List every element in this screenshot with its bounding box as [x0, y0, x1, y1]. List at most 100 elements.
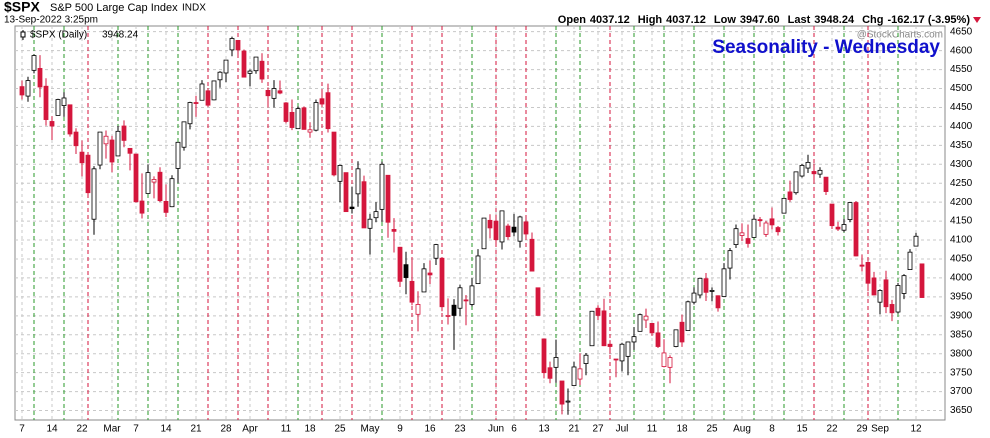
change-arrow [973, 17, 981, 23]
legend-label: $SPX (Daily) [30, 30, 87, 41]
x-tick-label: 13 [538, 424, 550, 435]
candle-body [271, 88, 277, 99]
quote-value: 4037.12 [590, 14, 630, 26]
candle-body [853, 202, 859, 257]
candle-body [457, 287, 463, 309]
candle-body [667, 357, 673, 368]
candle-body [487, 219, 493, 229]
candle-body [601, 310, 607, 347]
candle-body [385, 174, 391, 223]
candle-body [553, 357, 559, 368]
quote-value: 3948.24 [814, 14, 855, 26]
y-tick-label: 3850 [950, 329, 973, 340]
candle-body [295, 108, 301, 130]
candle-body [445, 315, 451, 317]
y-tick-label: 4500 [950, 83, 973, 94]
candle-body [163, 201, 169, 213]
candle-body [37, 68, 43, 88]
legend: $SPX (Daily) 3948.24 [20, 30, 139, 41]
y-tick-label: 4400 [950, 121, 973, 132]
candle-body [193, 102, 199, 104]
x-tick-label: 9 [397, 424, 403, 435]
candle-body [577, 368, 583, 380]
candle-body [337, 165, 343, 182]
candle-body [403, 264, 409, 278]
candle-body [517, 216, 523, 242]
x-tick-label: Apr [242, 424, 258, 435]
y-tick-label: 3800 [950, 348, 973, 359]
candle-body [685, 301, 691, 331]
x-tick-label: 12 [910, 424, 922, 435]
candle-body [103, 135, 109, 145]
candle-body [637, 314, 643, 332]
candle-body [367, 218, 373, 229]
candle-body [73, 131, 79, 147]
candle-body [61, 97, 67, 106]
candle-body [799, 165, 805, 177]
candle-body [583, 354, 589, 364]
candle-body [757, 219, 763, 221]
candle-body [205, 90, 211, 106]
candle-body [481, 217, 487, 250]
candle-body [763, 222, 769, 235]
y-tick-label: 4250 [950, 178, 973, 189]
candle-body [841, 224, 847, 231]
quote-label: Chg [862, 14, 883, 26]
candle-body [847, 202, 853, 220]
candle-body [169, 178, 175, 208]
y-tick-label: 4350 [950, 140, 973, 151]
x-tick-label: 29 [856, 424, 868, 435]
x-tick-label: 25 [334, 424, 346, 435]
candle-body [289, 111, 295, 128]
candle-body [475, 255, 481, 285]
candle-body [871, 277, 877, 296]
y-tick-label: 3950 [950, 292, 973, 303]
candle-body [331, 131, 337, 176]
candle-body [619, 343, 625, 362]
x-tick-label: 7 [19, 424, 25, 435]
y-tick-label: 4000 [950, 273, 973, 284]
candle-body [415, 304, 421, 315]
quote-label: Open [558, 14, 586, 26]
candle-body [715, 295, 721, 309]
candle-body [133, 153, 139, 203]
candle-body [535, 287, 541, 316]
candle-body [265, 90, 271, 97]
x-tick-label: 22 [76, 424, 88, 435]
candle-body [373, 211, 379, 219]
candle-body [613, 358, 619, 361]
candle-body [775, 227, 781, 233]
candle-body [79, 151, 85, 164]
x-tick-label: 11 [647, 424, 658, 435]
candles [19, 36, 925, 415]
candle-body [865, 261, 871, 284]
quote-label: Last [788, 14, 811, 26]
quote-label: Low [714, 14, 736, 26]
candle-body [655, 332, 661, 347]
candle-body [745, 238, 751, 244]
candle-body [703, 278, 709, 293]
x-tick-label: May [361, 424, 380, 435]
candle-body [223, 59, 229, 74]
candle-body [919, 263, 925, 298]
x-tick-label: 6 [511, 424, 517, 435]
candle-body [469, 285, 475, 305]
candle-body [409, 280, 415, 303]
candle-body [391, 229, 397, 232]
y-tick-label: 3750 [950, 367, 973, 378]
candle-body [805, 161, 811, 169]
x-tick-label: 8 [769, 424, 775, 435]
candle-body [379, 163, 385, 210]
candle-body [529, 238, 535, 272]
candle-body [907, 251, 913, 270]
candle-body [277, 90, 283, 94]
candle-body [355, 168, 361, 195]
y-tick-label: 4100 [950, 235, 973, 246]
candle-body [721, 268, 727, 297]
candle-body [181, 121, 187, 148]
candle-body [229, 38, 235, 51]
candle-body [541, 338, 547, 374]
quote-label: High [638, 14, 663, 26]
